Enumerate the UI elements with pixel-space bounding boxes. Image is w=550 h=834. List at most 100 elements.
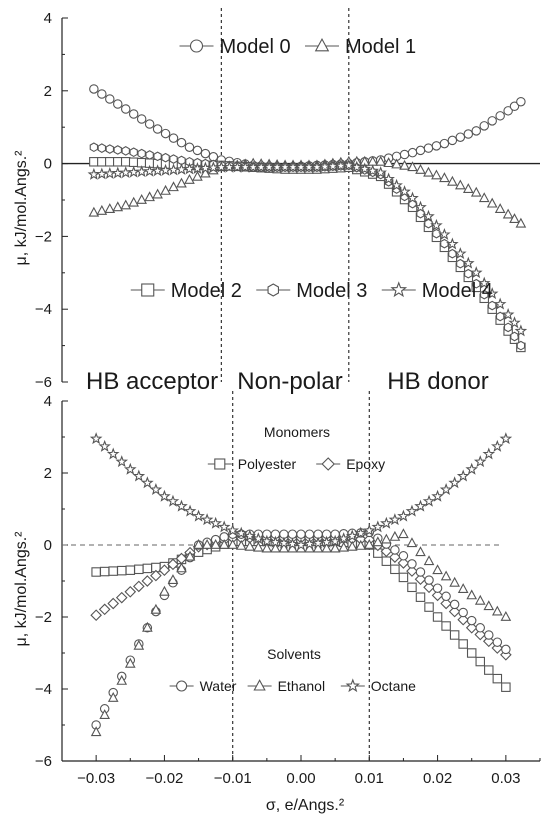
data-point: [465, 621, 478, 634]
data-point: [510, 331, 519, 342]
data-point: [120, 104, 131, 114]
y-tick-label: 0: [44, 537, 52, 554]
data-point: [153, 151, 162, 162]
data-point: [128, 196, 140, 207]
data-point: [168, 133, 179, 143]
data-point: [466, 648, 477, 658]
data-point: [509, 213, 520, 224]
data-point: [415, 546, 426, 557]
data-point: [260, 534, 274, 547]
data-point: [108, 566, 118, 576]
data-point: [113, 145, 122, 155]
data-point: [440, 597, 452, 610]
data-point: [439, 483, 453, 496]
data-point: [397, 509, 410, 522]
data-point: [483, 600, 495, 611]
data-point: [303, 537, 316, 550]
data-point: [105, 94, 115, 104]
data-point: [89, 84, 99, 94]
data-point: [168, 181, 179, 192]
data-point: [89, 142, 99, 153]
data-point: [95, 167, 109, 180]
data-point: [432, 583, 443, 593]
data-point: [415, 592, 426, 602]
data-point: [89, 157, 99, 167]
data-point: [296, 529, 306, 539]
data-point: [337, 532, 350, 545]
data-point: [501, 308, 515, 321]
legend-label: Model 4: [422, 280, 493, 302]
data-point: [128, 157, 139, 167]
data-point: [503, 106, 513, 116]
legend-label: Octane: [371, 678, 416, 694]
data-point: [120, 199, 132, 210]
data-point: [471, 126, 482, 136]
data-point: [175, 499, 188, 512]
data-point: [252, 541, 264, 552]
data-point: [484, 630, 494, 640]
data-point: [485, 287, 499, 300]
y-tick-label: −2: [35, 609, 52, 626]
data-point: [397, 557, 410, 569]
data-point: [474, 594, 486, 605]
data-point: [115, 455, 129, 468]
data-point: [142, 563, 153, 574]
y-tick-label: 4: [44, 393, 52, 410]
data-point: [454, 247, 467, 260]
data-point: [176, 137, 187, 148]
series-ethanol: [90, 528, 512, 737]
data-point: [141, 476, 154, 489]
data-point: [104, 203, 116, 214]
data-point: [113, 157, 123, 167]
data-point: [414, 499, 427, 512]
x-axis-label: σ, e/Angs.²: [266, 797, 345, 814]
data-point: [492, 673, 503, 684]
data-point: [407, 582, 417, 593]
region-label-non-polar: Non-polar: [237, 368, 342, 395]
data-point: [456, 258, 465, 269]
data-point: [235, 539, 247, 550]
data-point: [381, 533, 392, 544]
y-axis-label: μ, kJ/mol.Angs.²: [13, 531, 30, 647]
x-tick-label: 0.03: [491, 770, 520, 787]
x-tick-label: −0.02: [145, 770, 183, 787]
data-point: [107, 692, 119, 702]
data-point: [200, 148, 211, 159]
series-model-4: [87, 158, 528, 337]
legend-marker-icon: [253, 679, 266, 691]
data-point: [432, 228, 441, 239]
data-point: [169, 154, 178, 164]
legend-label: Model 0: [220, 36, 291, 58]
legend-item: Water: [169, 678, 237, 694]
data-point: [166, 494, 180, 507]
data-point: [87, 167, 101, 180]
data-point: [461, 256, 475, 269]
data-point: [312, 542, 324, 553]
data-point: [345, 529, 359, 542]
legend-item: Ethanol: [247, 678, 325, 694]
data-point: [158, 564, 171, 577]
data-point: [159, 585, 170, 596]
data-point: [90, 726, 102, 737]
data-point: [514, 324, 528, 337]
data-point: [415, 567, 426, 577]
data-point: [477, 276, 491, 289]
y-tick-label: 4: [44, 10, 52, 27]
data-point: [383, 157, 394, 168]
data-point: [473, 455, 487, 468]
legend-item: Polyester: [207, 456, 296, 472]
legend-label: Water: [200, 678, 237, 694]
data-point: [193, 539, 204, 549]
data-point: [329, 542, 341, 553]
data-point: [422, 209, 435, 222]
data-point: [381, 556, 392, 566]
x-tick-label: 0.00: [286, 770, 315, 787]
data-point: [449, 576, 460, 587]
legend-label: Ethanol: [278, 678, 325, 694]
data-point: [97, 143, 107, 153]
data-point: [469, 266, 483, 279]
data-point: [407, 161, 418, 172]
data-point: [158, 489, 171, 502]
